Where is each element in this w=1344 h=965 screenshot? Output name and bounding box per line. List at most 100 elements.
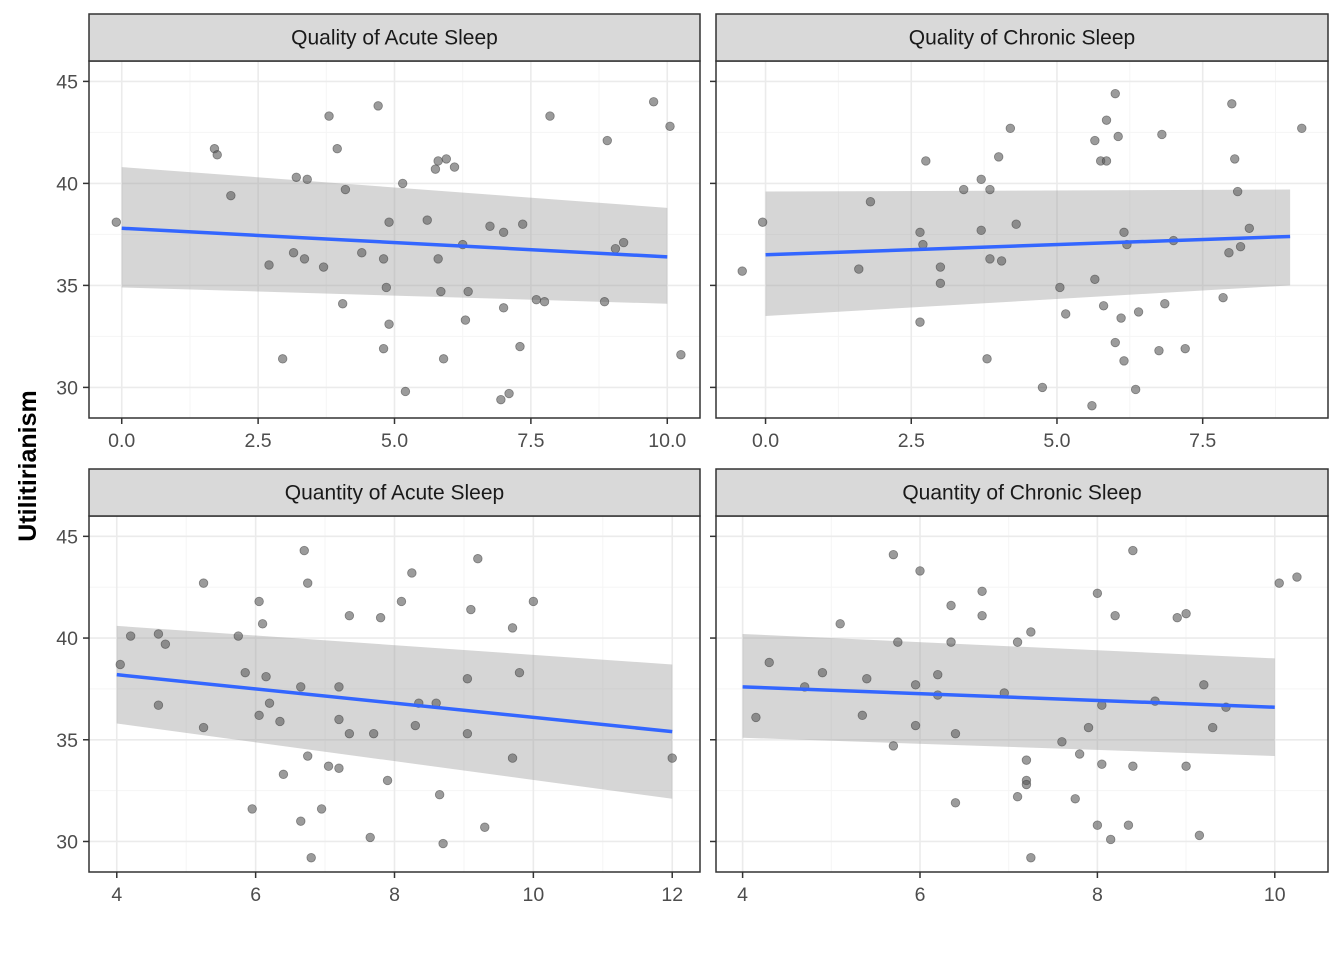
data-point <box>1133 307 1144 317</box>
data-point <box>1021 755 1032 765</box>
y-tick-label: 35 <box>56 275 78 297</box>
data-point <box>1230 154 1240 164</box>
data-point <box>915 317 925 327</box>
data-point <box>434 789 445 800</box>
data-point <box>1181 761 1191 771</box>
data-point <box>1057 737 1067 747</box>
data-point <box>111 217 121 227</box>
data-point <box>648 97 659 107</box>
data-point <box>1070 794 1080 804</box>
panel-4: Quantity of Chronic Sleep 4 6 8 10 <box>710 468 1329 906</box>
strip-title: Quantity of Chronic Sleep <box>902 482 1141 505</box>
data-point <box>473 554 483 564</box>
strip-background <box>715 13 1329 62</box>
data-point <box>496 394 506 405</box>
strip-title: Quantity of Acute Sleep <box>285 482 504 505</box>
data-point <box>935 278 946 289</box>
data-point <box>1157 129 1167 140</box>
data-point <box>865 197 876 207</box>
x-tick-label: 5.0 <box>1043 430 1070 452</box>
data-point <box>332 144 342 154</box>
y-tick-label: 45 <box>56 71 78 93</box>
data-point <box>676 350 686 360</box>
data-point <box>264 260 274 270</box>
data-point <box>378 254 389 264</box>
data-point <box>1232 186 1243 197</box>
data-point <box>125 631 136 641</box>
data-point <box>737 266 747 276</box>
data-point <box>422 215 432 225</box>
data-point <box>504 388 514 399</box>
strip-title: Quality of Acute Sleep <box>291 27 498 50</box>
regression-line <box>765 234 1291 257</box>
confidence-band <box>742 633 1275 757</box>
data-point <box>1199 680 1209 690</box>
data-point <box>264 698 275 708</box>
data-point <box>462 674 473 684</box>
x-tick-label: 4 <box>737 884 748 906</box>
data-point <box>397 178 408 189</box>
data-point <box>514 667 525 678</box>
data-point <box>1110 337 1120 348</box>
data-point <box>449 162 460 172</box>
regression-line <box>116 672 673 734</box>
data-point <box>303 751 313 761</box>
y-tick-label: 30 <box>56 377 78 399</box>
data-point <box>757 217 768 227</box>
data-point <box>1026 853 1036 863</box>
data-point <box>976 174 986 185</box>
data-point <box>1110 88 1120 99</box>
data-point <box>1207 722 1218 733</box>
x-tick-label: 7.5 <box>517 430 544 452</box>
x-tick-label: 10 <box>523 884 545 906</box>
data-point <box>160 639 171 649</box>
data-point <box>976 225 986 236</box>
data-point <box>344 610 355 621</box>
data-point <box>382 775 393 786</box>
data-point <box>915 227 925 238</box>
data-point <box>466 604 476 615</box>
data-point <box>198 722 209 733</box>
data-point <box>1119 227 1129 238</box>
data-point <box>1098 301 1109 311</box>
data-point <box>1011 219 1021 229</box>
data-point <box>946 600 956 611</box>
strip-background <box>715 468 1329 517</box>
data-point <box>1180 343 1190 354</box>
data-point <box>115 659 125 670</box>
data-point <box>288 248 299 258</box>
data-point <box>1128 545 1138 556</box>
data-point <box>375 613 386 623</box>
data-point <box>407 568 417 578</box>
data-point <box>233 631 243 641</box>
data-point <box>212 150 222 160</box>
x-tick-label: 7.5 <box>1189 430 1216 452</box>
data-point <box>1172 613 1182 623</box>
data-point <box>817 667 828 678</box>
data-point <box>985 254 995 264</box>
confidence-band <box>116 625 673 799</box>
y-axis-label: Utilitirianism <box>14 390 42 541</box>
data-point <box>337 299 348 309</box>
data-point <box>498 303 509 313</box>
x-tick-label: 6 <box>915 884 926 906</box>
data-point <box>1244 223 1255 233</box>
data-point <box>1105 834 1116 845</box>
data-point <box>857 710 868 721</box>
x-tick-label: 12 <box>661 884 683 906</box>
data-point <box>1090 274 1100 284</box>
data-point <box>462 728 473 739</box>
data-point <box>862 674 872 684</box>
data-point <box>254 710 264 721</box>
data-point <box>334 714 344 725</box>
panel-background <box>716 516 1328 872</box>
data-point <box>1037 382 1048 393</box>
data-point <box>1218 292 1228 303</box>
x-tick-label: 8 <box>389 884 400 906</box>
data-point <box>1110 610 1120 621</box>
data-point <box>1021 779 1032 790</box>
data-point <box>436 286 446 297</box>
data-point <box>302 174 312 185</box>
x-tick-label: 10.0 <box>648 430 686 452</box>
data-point <box>507 753 518 763</box>
